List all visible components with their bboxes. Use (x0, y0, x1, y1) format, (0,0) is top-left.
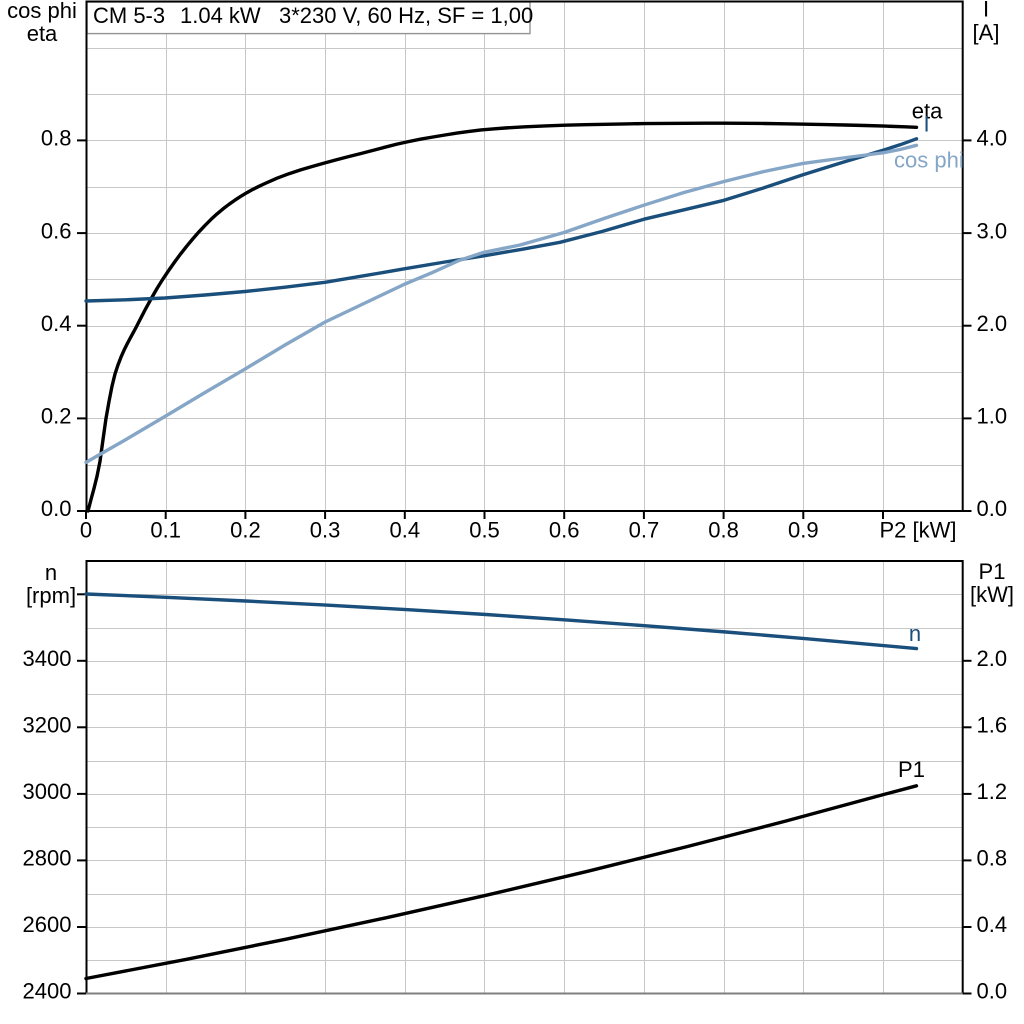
svg-text:0.6: 0.6 (41, 218, 72, 243)
svg-text:0.1: 0.1 (150, 518, 181, 543)
svg-text:0.7: 0.7 (629, 518, 660, 543)
svg-text:cos phi: cos phi (7, 0, 77, 23)
svg-text:2400: 2400 (23, 979, 72, 1004)
svg-text:1.6: 1.6 (977, 713, 1008, 738)
svg-text:2600: 2600 (23, 912, 72, 937)
svg-text:3400: 3400 (23, 646, 72, 671)
svg-text:4.0: 4.0 (977, 126, 1008, 151)
svg-text:0.4: 0.4 (41, 311, 72, 336)
svg-text:0.5: 0.5 (469, 518, 500, 543)
svg-text:0.0: 0.0 (977, 979, 1008, 1004)
svg-text:eta: eta (912, 98, 943, 123)
svg-text:2.0: 2.0 (977, 311, 1008, 336)
svg-text:2800: 2800 (23, 846, 72, 871)
svg-text:1.2: 1.2 (977, 779, 1008, 804)
svg-text:3000: 3000 (23, 779, 72, 804)
svg-text:0.8: 0.8 (977, 846, 1008, 871)
svg-text:3.0: 3.0 (977, 218, 1008, 243)
svg-text:1.04 kW: 1.04 kW (180, 3, 261, 28)
svg-text:I: I (924, 111, 930, 136)
svg-text:1.0: 1.0 (977, 404, 1008, 429)
svg-text:P1: P1 (979, 559, 1006, 584)
svg-text:n: n (909, 621, 921, 646)
svg-text:0.6: 0.6 (549, 518, 580, 543)
svg-text:I: I (983, 0, 989, 22)
svg-text:n: n (45, 560, 57, 585)
svg-text:P1: P1 (898, 757, 925, 782)
svg-text:0.3: 0.3 (310, 518, 341, 543)
svg-text:0.8: 0.8 (708, 518, 739, 543)
svg-text:0.4: 0.4 (390, 518, 421, 543)
svg-text:0.9: 0.9 (788, 518, 819, 543)
svg-text:2.0: 2.0 (977, 646, 1008, 671)
svg-text:[rpm]: [rpm] (26, 583, 76, 608)
svg-text:[kW]: [kW] (970, 582, 1014, 607)
svg-text:0.2: 0.2 (230, 518, 261, 543)
svg-text:0.8: 0.8 (41, 126, 72, 151)
svg-text:0: 0 (80, 518, 92, 543)
svg-text:0.0: 0.0 (41, 496, 72, 521)
svg-text:3200: 3200 (23, 713, 72, 738)
svg-text:0.4: 0.4 (977, 912, 1008, 937)
svg-text:0.0: 0.0 (977, 496, 1008, 521)
svg-text:[A]: [A] (973, 20, 1000, 45)
svg-text:0.2: 0.2 (41, 404, 72, 429)
svg-text:3*230 V, 60 Hz, SF = 1,00: 3*230 V, 60 Hz, SF = 1,00 (279, 3, 533, 28)
svg-text:P2 [kW]: P2 [kW] (879, 518, 956, 543)
svg-text:cos phi: cos phi (894, 148, 964, 173)
svg-text:eta: eta (27, 21, 58, 46)
svg-text:CM 5-3: CM 5-3 (93, 3, 165, 28)
